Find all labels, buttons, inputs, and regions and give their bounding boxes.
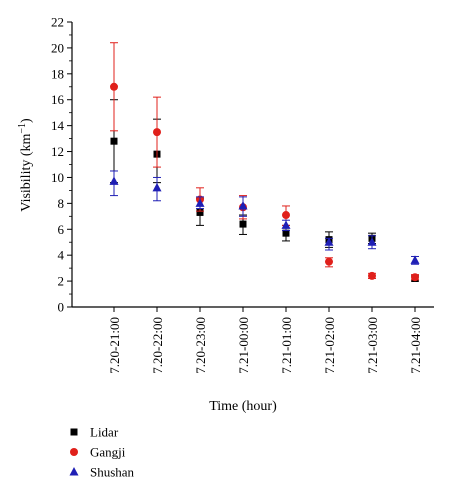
legend-label: Shushan [90, 465, 135, 480]
y-axis-title-close: ) [19, 118, 34, 123]
y-tick-label: 0 [58, 300, 65, 315]
x-tick-label: 7.20-22:00 [150, 317, 165, 374]
x-ticks: 7.20-21:00 7.20-22:00 7.20-23:00 7.21-00:00… [107, 307, 423, 374]
legend-item-shushan: Shushan [69, 465, 135, 480]
x-tick-label: 7.21-04:00 [408, 317, 423, 374]
legend-label: Lidar [90, 425, 119, 440]
y-tick-label: 14 [51, 118, 65, 133]
y-tick-label: 8 [58, 196, 65, 211]
y-tick-label: 4 [58, 248, 65, 263]
data-point [109, 176, 119, 185]
x-tick-label: 7.20-23:00 [193, 317, 208, 374]
y-tick-label: 10 [51, 170, 64, 185]
y-tick-label: 12 [51, 144, 64, 159]
y-tick-label: 18 [51, 66, 64, 81]
y-tick-label: 6 [58, 222, 65, 237]
x-axis-title: Time (hour) [209, 399, 277, 414]
data-point [110, 82, 118, 91]
legend-marker [70, 428, 78, 436]
data-point [238, 200, 248, 210]
data-point [281, 220, 291, 229]
x-tick-label: 7.21-00:00 [236, 317, 251, 374]
y-axis-title: Visibility (km−1) [17, 118, 34, 212]
x-tick-label: 7.21-02:00 [322, 317, 337, 374]
data-point [368, 271, 376, 280]
data-marks [109, 42, 420, 282]
legend-marker [70, 448, 78, 456]
series-shushan [109, 170, 420, 265]
data-point [411, 273, 419, 282]
y-tick-label: 2 [58, 274, 65, 289]
legend-item-gangji: Gangji [70, 445, 126, 460]
legend-item-lidar: Lidar [70, 425, 119, 440]
data-point [367, 237, 377, 246]
x-tick-label: 7.21-03:00 [365, 317, 380, 374]
data-point [282, 211, 290, 220]
y-tick-label: 20 [51, 40, 64, 55]
data-point [282, 229, 290, 237]
legend-label: Gangji [90, 445, 126, 460]
data-point [410, 255, 420, 264]
data-point [195, 198, 205, 207]
y-axis-title-sup: −1 [17, 123, 28, 134]
y-axis-title-main: Visibility (km [19, 133, 34, 211]
data-point [239, 220, 247, 228]
data-point [196, 208, 204, 216]
y-tick-label: 22 [51, 15, 64, 30]
data-point [324, 237, 334, 246]
legend-marker [69, 467, 79, 476]
y-ticks: 0 2 4 6 8 10 12 14 16 18 20 22 [51, 15, 72, 315]
data-point [325, 257, 333, 266]
data-point [152, 182, 162, 192]
y-tick-label: 16 [51, 92, 65, 107]
x-tick-label: 7.20-21:00 [107, 317, 122, 374]
x-tick-label: 7.21-01:00 [279, 317, 294, 374]
legend: Lidar Gangji Shushan [69, 425, 135, 480]
data-point [153, 128, 161, 137]
axes [71, 22, 434, 308]
data-point [110, 137, 118, 145]
